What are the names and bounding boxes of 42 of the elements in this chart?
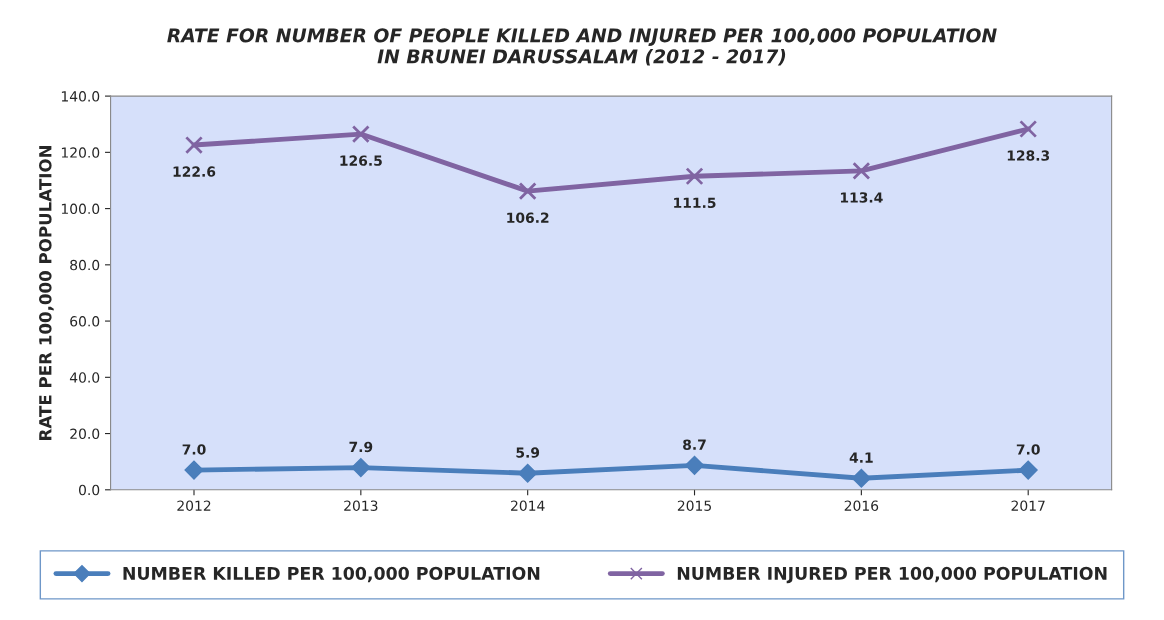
point: [1019, 119, 1038, 139]
point: [518, 463, 538, 483]
data-label: 4.1: [849, 452, 873, 463]
y-tick-label: 140.0: [61, 91, 100, 102]
data-label: 126.5: [340, 155, 382, 166]
point: [184, 136, 204, 155]
point: [184, 460, 204, 480]
point: [518, 182, 537, 201]
x-tick-label: 2013: [344, 500, 378, 511]
data-label: 7.0: [1016, 444, 1040, 455]
y-tick-label: 80.0: [70, 259, 100, 271]
data-label: 128.3: [1007, 150, 1050, 161]
x-tick-label: 2016: [844, 500, 879, 511]
legend-label: NUMBER INJURED PER 100,000 POPULATION: [677, 566, 1107, 584]
point: [351, 458, 371, 478]
y-tick-label: 0.0: [78, 484, 100, 496]
y-tick-label: 60.0: [70, 316, 100, 327]
data-label: 113.4: [840, 192, 883, 203]
y-tick-label: 120.0: [61, 147, 100, 158]
point: [351, 125, 370, 144]
data-label: 5.9: [516, 447, 540, 458]
data-label: 122.6: [173, 166, 216, 177]
x-tick-label: 2012: [177, 500, 211, 511]
data-label: 7.9: [349, 441, 373, 453]
y-axis-title: RATE PER 100,000 POPULATION: [39, 145, 54, 440]
legend-label: NUMBER KILLED PER 100,000 POPULATION: [123, 566, 540, 583]
point: [851, 468, 871, 488]
data-label: 8.7: [683, 439, 706, 450]
x-tick-label: 2014: [511, 500, 545, 511]
chart-title: RATE FOR NUMBER OF PEOPLE KILLED AND INJURED PER 100,000 POPULATION IN BRUNEI DARUSSALAM (2012 - 2017): [167, 28, 997, 66]
data-label: 7.0: [182, 444, 206, 455]
x-tick-label: 2017: [1011, 500, 1045, 511]
point: [1018, 460, 1038, 480]
y-tick-label: 100.0: [61, 203, 100, 215]
x-tick-label: 2015: [677, 500, 711, 511]
point: [684, 455, 705, 475]
y-tick-label: 40.0: [69, 372, 100, 383]
data-label: 111.5: [674, 197, 716, 209]
point: [852, 161, 871, 180]
y-tick-label: 20.0: [70, 428, 100, 440]
data-label: 106.2: [507, 212, 549, 223]
point: [685, 167, 704, 186]
